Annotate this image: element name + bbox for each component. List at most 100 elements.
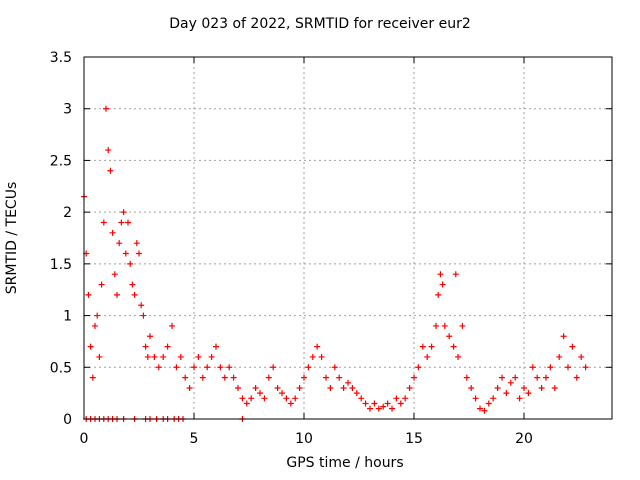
data-point: [336, 374, 343, 381]
data-point: [450, 343, 457, 350]
data-point: [147, 333, 153, 340]
data-point: [353, 390, 360, 397]
plot-frame: [83, 56, 613, 420]
data-point: [485, 400, 492, 407]
data-point: [452, 271, 459, 278]
data-point: [507, 379, 514, 386]
data-point: [503, 390, 510, 397]
y-tick-label: 1.5: [50, 257, 72, 273]
data-point: [98, 281, 105, 288]
y-tick-label: 3: [63, 102, 72, 118]
data-point: [516, 395, 523, 402]
data-point: [380, 403, 387, 410]
data-point: [287, 400, 294, 407]
data-point: [384, 400, 391, 407]
data-point: [89, 374, 96, 381]
data-point: [100, 219, 107, 226]
data-point: [87, 343, 94, 350]
data-point: [582, 364, 589, 371]
y-tick-label: 0.5: [50, 360, 72, 376]
data-point: [191, 364, 197, 371]
data-point: [309, 353, 316, 360]
data-point: [173, 364, 180, 371]
data-point: [195, 353, 202, 360]
data-point: [459, 322, 466, 329]
data-point: [265, 374, 272, 381]
data-point: [463, 374, 470, 381]
data-point: [411, 374, 417, 381]
data-point: [105, 147, 112, 154]
data-point: [402, 395, 409, 402]
x-tick-label: 20: [515, 431, 533, 447]
data-point: [439, 281, 446, 288]
data-point: [96, 353, 103, 360]
data-point: [131, 291, 138, 298]
data-point: [305, 364, 312, 371]
data-point: [125, 219, 131, 226]
data-point: [122, 250, 129, 257]
data-point: [257, 390, 263, 397]
data-point: [140, 312, 147, 319]
data-point: [103, 105, 109, 112]
data-point: [111, 271, 118, 278]
data-point: [204, 364, 211, 371]
data-point: [543, 374, 549, 381]
data-point: [160, 353, 167, 360]
data-point: [437, 271, 444, 278]
x-tick-label: 15: [405, 431, 423, 447]
data-point: [323, 374, 329, 381]
data-point: [120, 209, 127, 216]
data-point: [239, 395, 246, 402]
data-point: [446, 333, 453, 340]
data-point: [362, 400, 369, 407]
data-point: [573, 374, 580, 381]
data-point: [114, 291, 120, 298]
data-point: [169, 322, 175, 329]
data-point: [556, 353, 563, 360]
data-point: [243, 400, 250, 407]
data-point: [367, 405, 373, 412]
data-point: [455, 353, 461, 360]
data-point: [521, 384, 527, 391]
data-point: [358, 395, 365, 402]
data-point: [499, 374, 505, 381]
x-axis-label: GPS time / hours: [286, 455, 404, 471]
data-point: [92, 322, 98, 329]
y-tick-label: 2: [63, 205, 72, 221]
data-point: [389, 405, 395, 412]
data-point: [142, 343, 149, 350]
chart-title: Day 023 of 2022, SRMTID for receiver eur…: [169, 16, 471, 32]
data-point: [155, 364, 162, 371]
data-point: [345, 379, 351, 386]
data-point: [428, 343, 435, 350]
data-point: [261, 395, 268, 402]
data-point: [565, 364, 571, 371]
data-point: [538, 384, 545, 391]
x-tick-label: 0: [80, 431, 89, 447]
data-point: [547, 364, 554, 371]
data-point: [136, 250, 142, 257]
data-point: [349, 384, 356, 391]
data-point: [435, 291, 442, 298]
data-point: [186, 384, 193, 391]
data-point: [274, 384, 281, 391]
data-point: [129, 281, 136, 288]
data-point: [477, 405, 483, 412]
data-point: [314, 343, 321, 350]
data-point: [318, 353, 325, 360]
data-point: [569, 343, 576, 350]
data-point: [494, 384, 501, 391]
data-point: [292, 395, 299, 402]
data-point: [217, 364, 224, 371]
data-point: [213, 343, 219, 350]
data-point: [481, 407, 488, 414]
data-point: [424, 353, 431, 360]
data-point: [109, 229, 116, 236]
data-point: [340, 384, 347, 391]
data-point: [127, 260, 134, 267]
y-tick-label: 2.5: [50, 153, 72, 169]
data-point: [270, 364, 277, 371]
data-point: [235, 384, 241, 391]
data-point: [226, 364, 233, 371]
